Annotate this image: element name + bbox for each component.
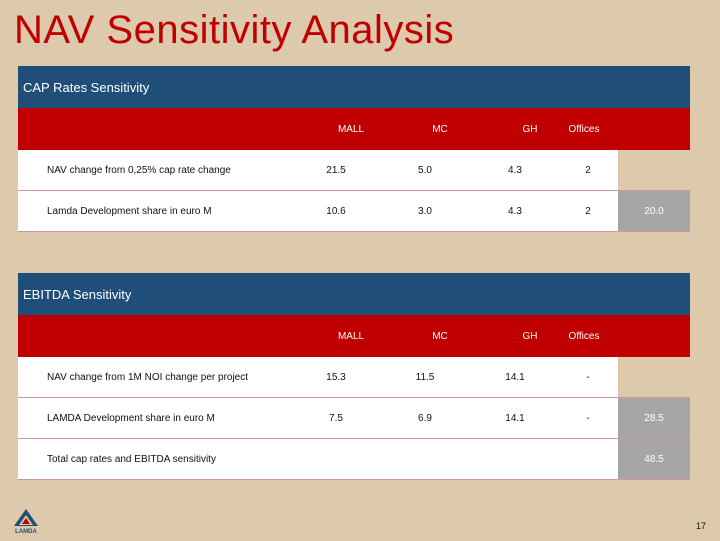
grand-total-value: 48.5 bbox=[618, 439, 690, 479]
row-values: 21.5 5.0 4.3 2 bbox=[303, 150, 618, 190]
table-row: LAMDA Development share in euro M 7.5 6.… bbox=[18, 398, 690, 439]
row-label: Lamda Development share in euro M bbox=[18, 191, 303, 231]
row-label: NAV change from 0,25% cap rate change bbox=[18, 150, 303, 190]
table-row: NAV change from 1M NOI change per projec… bbox=[18, 357, 690, 398]
cap-rates-heading: CAP Rates Sensitivity bbox=[18, 66, 690, 108]
cell-offices: - bbox=[586, 371, 590, 383]
cell-offices: 2 bbox=[585, 164, 591, 176]
col-header-gh: GH bbox=[522, 123, 538, 135]
grand-total-label: Total cap rates and EBITDA sensitivity bbox=[18, 439, 303, 479]
logo-text: LAMDA bbox=[15, 529, 37, 535]
col-header-mc: MC bbox=[432, 330, 448, 342]
cell-offices: - bbox=[586, 412, 590, 424]
row-total: 20.0 bbox=[618, 191, 690, 231]
row-values: 7.5 6.9 14.1 - bbox=[303, 398, 618, 438]
cap-rates-table: CAP Rates Sensitivity MALL MC GH Offices… bbox=[18, 66, 690, 232]
cell-mc: 6.9 bbox=[418, 412, 432, 424]
row-values: 10.6 3.0 4.3 2 bbox=[303, 191, 618, 231]
row-total: 28.5 bbox=[618, 398, 690, 438]
ebitda-header-row: MALL MC GH Offices bbox=[18, 315, 690, 357]
col-header-mall: MALL bbox=[337, 330, 365, 342]
row-label: NAV change from 1M NOI change per projec… bbox=[18, 357, 303, 397]
cell-mall: 10.6 bbox=[326, 205, 346, 217]
grand-total-spacer bbox=[303, 439, 618, 479]
col-header-offices: Offices bbox=[568, 123, 600, 135]
cell-mc: 3.0 bbox=[418, 205, 432, 217]
cell-mc: 5.0 bbox=[418, 164, 432, 176]
page-title: NAV Sensitivity Analysis bbox=[14, 8, 455, 52]
cell-mc: 11.5 bbox=[415, 371, 435, 383]
cap-header-row: MALL MC GH Offices bbox=[18, 108, 690, 150]
lamda-logo-icon: LAMDA bbox=[14, 509, 38, 535]
col-header-mc: MC bbox=[432, 123, 448, 135]
table-row: Lamda Development share in euro M 10.6 3… bbox=[18, 191, 690, 232]
cell-gh: 4.3 bbox=[508, 205, 522, 217]
row-values: 15.3 11.5 14.1 - bbox=[303, 357, 618, 397]
ebitda-table: EBITDA Sensitivity MALL MC GH Offices NA… bbox=[18, 273, 690, 480]
cell-mall: 15.3 bbox=[326, 371, 346, 383]
table-row: NAV change from 0,25% cap rate change 21… bbox=[18, 150, 690, 191]
page-number: 17 bbox=[695, 521, 706, 531]
cell-offices: 2 bbox=[585, 205, 591, 217]
cell-gh: 4.3 bbox=[508, 164, 522, 176]
cell-mall: 21.5 bbox=[326, 164, 346, 176]
col-header-offices: Offices bbox=[568, 330, 600, 342]
col-header-mall: MALL bbox=[337, 123, 365, 135]
ebitda-heading: EBITDA Sensitivity bbox=[18, 273, 690, 315]
row-label: LAMDA Development share in euro M bbox=[18, 398, 303, 438]
grand-total-row: Total cap rates and EBITDA sensitivity 4… bbox=[18, 439, 690, 480]
col-header-gh: GH bbox=[522, 330, 538, 342]
lamda-logo: LAMDA bbox=[8, 508, 44, 536]
cell-gh: 14.1 bbox=[505, 371, 525, 383]
cell-mall: 7.5 bbox=[329, 412, 343, 424]
cell-gh: 14.1 bbox=[505, 412, 525, 424]
